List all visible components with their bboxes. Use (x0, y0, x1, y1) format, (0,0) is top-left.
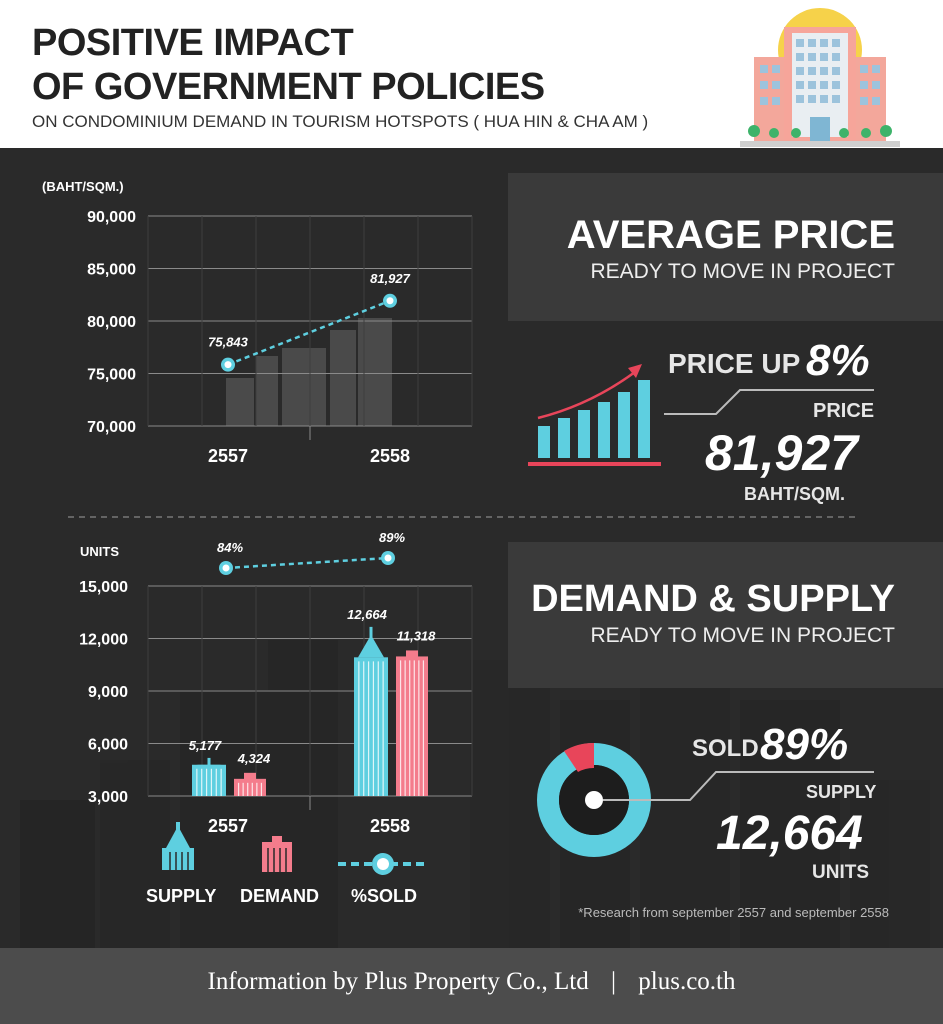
background-building-4 (358, 318, 392, 426)
supply-bar-spire (369, 626, 373, 639)
background-building-2 (282, 348, 326, 426)
supply-value: 12,664 (716, 807, 863, 860)
demand-bar-top (244, 772, 256, 781)
price-label: PRICE (813, 400, 875, 422)
legend-supply-label: SUPPLY (146, 886, 217, 906)
y-tick-label: 6,000 (88, 737, 128, 754)
footer-site-link[interactable]: plus.co.th (638, 968, 736, 995)
sold-point-center (222, 564, 230, 572)
sold-donut-chart (537, 742, 651, 857)
supply-data-label: 12,664 (347, 607, 388, 622)
header: POSITIVE IMPACT OF GOVERNMENT POLICIES O… (0, 0, 943, 148)
footnote: *Research from september 2557 and septem… (578, 905, 889, 920)
supply-bar-roof (358, 634, 384, 658)
chart-canvas: (BAHT/SQM.) 70,000 75,000 80,000 85,000 90,00… (20, 173, 943, 948)
background-building-0 (226, 378, 254, 426)
x-tick-label: 2557 (208, 446, 248, 466)
data-point-center (386, 297, 394, 305)
demand-bar (234, 778, 266, 796)
footer: Information by Plus Property Co., Ltd | … (0, 948, 943, 1024)
y-tick-label: 70,000 (87, 419, 136, 436)
supply-bar-spire (207, 757, 211, 770)
supply-label: SUPPLY (806, 782, 877, 802)
price-growth-icon (528, 364, 661, 466)
sold-value: 89% (760, 720, 849, 769)
demand-supply-panel-bg (508, 542, 943, 688)
y-axis-label: (BAHT/SQM.) (42, 179, 124, 194)
price-unit: BAHT/SQM. (744, 484, 845, 504)
price-line-chart: (BAHT/SQM.) 70,000 75,000 80,000 85,000 90,00… (42, 179, 473, 466)
sold-data-label: 84% (217, 540, 243, 555)
footer-credit: Information by Plus Property Co., Ltd (207, 968, 589, 995)
background-building-3 (330, 330, 356, 426)
demand-data-label: 11,318 (397, 628, 437, 643)
price-up-label: PRICE UP (668, 348, 801, 379)
data-point-center (224, 361, 232, 369)
units-bar-chart: UNITS 3,000 6,000 9,000 12,000 15,000 2557 2558… (79, 530, 473, 836)
demand-data-label: 4,324 (237, 751, 271, 766)
supply-bar (354, 657, 388, 796)
y-tick-label: 3,000 (88, 789, 128, 806)
building-illustration (740, 8, 900, 147)
background-building-1 (256, 356, 278, 426)
x-tick-label: 2558 (370, 446, 410, 466)
title-line-1: POSITIVE IMPACT (32, 22, 354, 64)
y-tick-label: 15,000 (79, 579, 128, 596)
y-tick-label: 75,000 (87, 367, 136, 384)
supply-bar (192, 764, 226, 796)
y-axis-label: UNITS (80, 544, 119, 559)
demand-supply-subtitle: READY TO MOVE IN PROJECT (590, 624, 895, 647)
y-tick-label: 80,000 (87, 314, 136, 331)
average-price-subtitle: READY TO MOVE IN PROJECT (590, 260, 895, 283)
data-label: 81,927 (370, 271, 411, 286)
sold-data-label: 89% (379, 530, 405, 545)
sold-label: SOLD (692, 735, 759, 762)
footer-separator: | (611, 968, 617, 995)
y-tick-label: 12,000 (79, 632, 128, 649)
y-tick-label: 9,000 (88, 684, 128, 701)
data-label: 75,843 (208, 335, 249, 350)
y-tick-label: 85,000 (87, 262, 136, 279)
sold-line (225, 556, 389, 570)
price-value: 81,927 (705, 425, 858, 481)
price-up-value: 8% (806, 336, 870, 385)
average-price-title: AVERAGE PRICE (566, 213, 895, 257)
legend-demand-icon (262, 836, 292, 872)
legend-sold-label: %SOLD (351, 886, 418, 906)
sold-point-center (384, 554, 392, 562)
x-tick-label: 2557 (208, 816, 248, 836)
price-connector (664, 389, 874, 415)
demand-bar (396, 656, 428, 796)
supply-unit: UNITS (812, 862, 869, 883)
title-line-2: OF GOVERNMENT POLICIES (32, 66, 545, 108)
y-tick-label: 90,000 (87, 209, 136, 226)
legend-sold-icon (338, 853, 428, 875)
demand-supply-title: DEMAND & SUPPLY (531, 578, 895, 620)
legend-demand-label: DEMAND (240, 886, 319, 906)
price-line (227, 299, 391, 366)
subtitle: ON CONDOMINIUM DEMAND IN TOURISM HOTSPOT… (32, 112, 649, 131)
footer-text: Information by Plus Property Co., Ltd | … (0, 968, 943, 996)
legend-supply-icon (162, 822, 194, 870)
x-tick-label: 2558 (370, 816, 410, 836)
average-price-panel-bg (508, 173, 943, 321)
supply-data-label: 5,177 (189, 738, 222, 753)
demand-bar-top (406, 650, 418, 659)
sold-connector (603, 771, 874, 801)
